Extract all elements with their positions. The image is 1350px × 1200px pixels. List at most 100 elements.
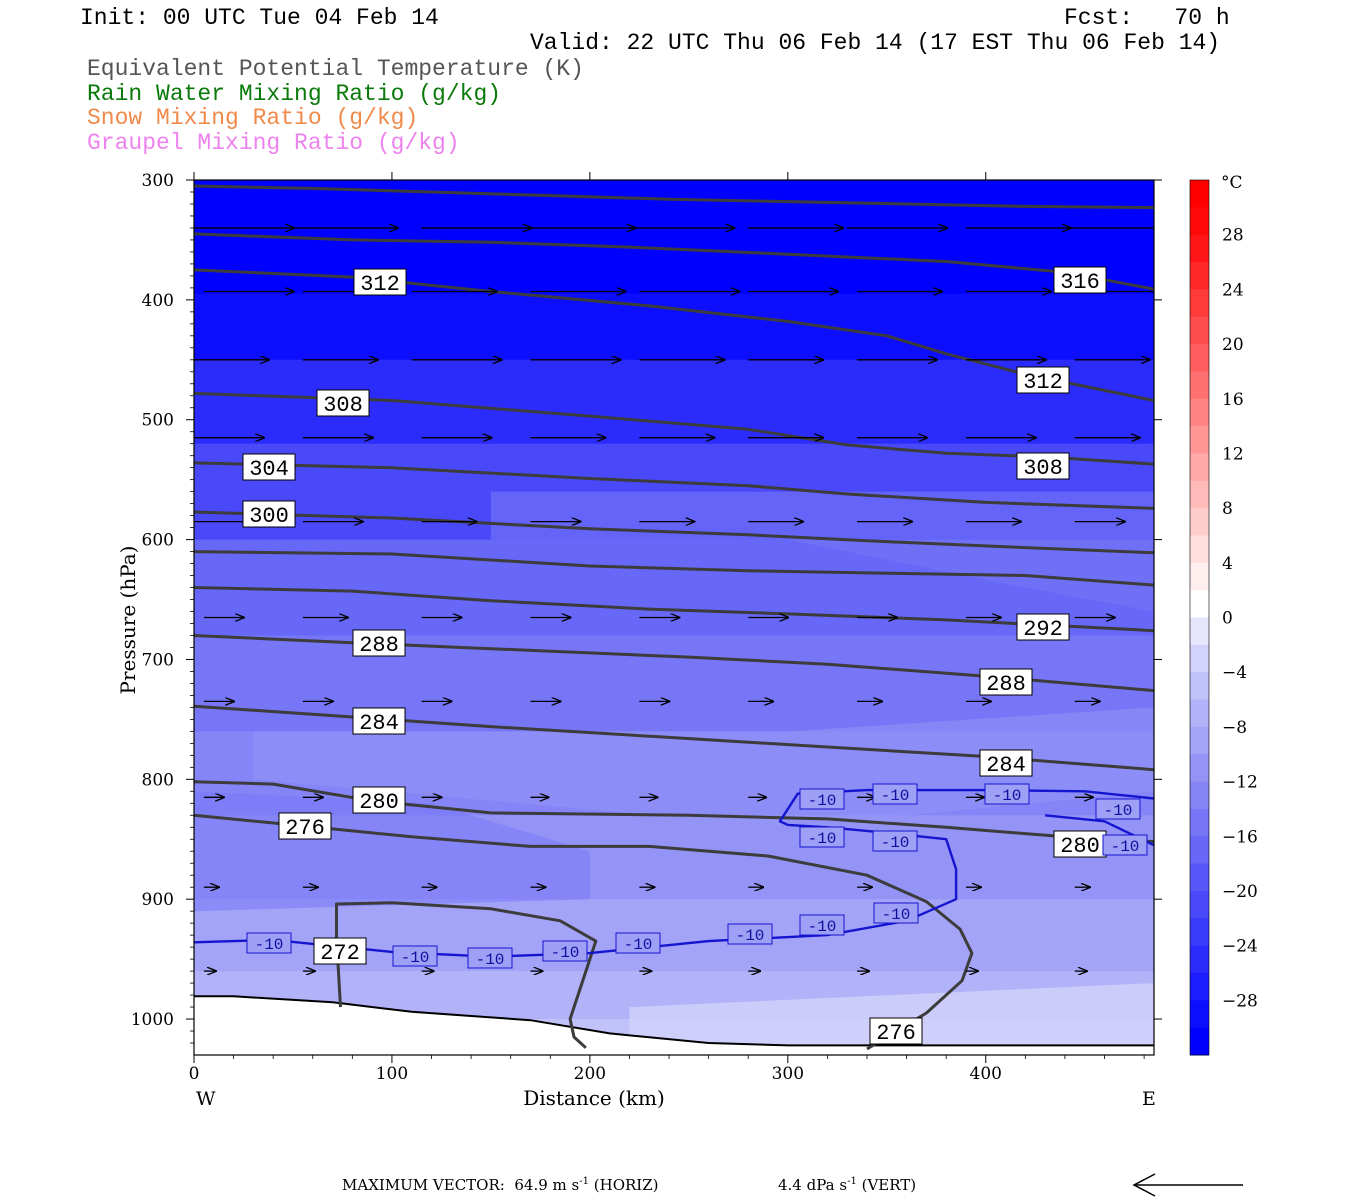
theta-e-label-text: 288 [986, 672, 1026, 697]
theta-e-contour-label: 308 [1016, 452, 1070, 481]
theta-e-label-box [242, 500, 296, 528]
theta-e-contour-label: 288 [352, 629, 406, 658]
x-tick-label: 200 [574, 1064, 606, 1084]
colorbar-swatch [1190, 644, 1209, 673]
isotherm-contour-label: -10 [799, 826, 845, 848]
x-axis-label: Distance (km) [523, 1086, 665, 1110]
east-end-label: E [1142, 1088, 1156, 1110]
isotherm-label-box [542, 940, 588, 962]
theta-e-label-text: 276 [876, 1021, 916, 1046]
colorbar-tick-label: 4 [1222, 554, 1233, 574]
colorbar-swatch [1190, 699, 1209, 728]
isotherm-contour-label: -10 [799, 788, 845, 810]
theta-e-contour-line [194, 184, 1154, 210]
colorbar-swatch [1190, 754, 1209, 783]
theta-e-label-box [353, 268, 407, 296]
colorbar-tick-label: −12 [1222, 773, 1258, 793]
isotherm-contour-label: -10 [467, 947, 513, 969]
isotherm-label-text: -10 [808, 918, 837, 936]
terrain-surface-line [194, 995, 1154, 1047]
colorbar-swatch [1190, 672, 1209, 701]
theta-e-contour-label: 308 [316, 389, 370, 418]
max-vertical-vector: 4.4 dPa s-1 (VERT) [778, 1176, 917, 1194]
y-tick-label: 400 [142, 291, 174, 311]
theta-e-contour-label: 316 [1053, 266, 1107, 295]
colorbar-swatch [1190, 480, 1209, 509]
theta-e-contour-label: 292 [1016, 613, 1070, 642]
isotherm-label-box [799, 914, 845, 936]
colorbar-tick-label: 24 [1222, 280, 1244, 300]
isotherm-contour-label: -10 [246, 932, 292, 954]
isotherm-label-text: -10 [882, 906, 911, 924]
colorbar-tick-label: −28 [1222, 991, 1258, 1011]
colorbar-swatch [1190, 808, 1209, 837]
colorbar-swatch [1190, 617, 1209, 646]
theta-e-label-box [352, 707, 406, 735]
theta-e-contour-label: 276 [869, 1017, 923, 1046]
colorbar-tick-label: 0 [1222, 609, 1233, 629]
colorbar-swatch [1190, 316, 1209, 345]
init-time: Init: 00 UTC Tue 04 Feb 14 [80, 5, 439, 31]
isotherm-label-box [467, 947, 513, 969]
theta-e-contour-line [194, 780, 1154, 844]
colorbar-swatch [1190, 1027, 1209, 1056]
theta-e-label-text: 280 [1060, 834, 1100, 859]
colorbar-tick-label: 16 [1222, 390, 1244, 410]
colorbar-swatch [1190, 234, 1209, 263]
theta-e-label-text: 272 [320, 941, 360, 966]
isotherm-contour-label: -10 [1095, 798, 1141, 820]
terrain-mask [194, 995, 1154, 1055]
colorbar-swatch [1190, 344, 1209, 372]
isotherm-label-text: -10 [476, 951, 505, 969]
colorbar: °C 28 24 20 16 12 8 4 0 −4 −8 −12 −16 −20 −24 −28 [1189, 173, 1258, 1056]
y-tick-label: 800 [142, 770, 174, 790]
theta-e-contour-label: 272 [313, 937, 367, 966]
colorbar-swatch [1190, 535, 1209, 564]
theta-e-contour-label: 276 [278, 812, 332, 841]
isotherm-label-text: -10 [881, 787, 910, 805]
y-tick-label: 700 [142, 650, 174, 670]
isotherm-label-box [727, 923, 773, 945]
isotherm-contour-label: -10 [984, 783, 1030, 805]
isotherm-label-text: -10 [736, 927, 765, 945]
colorbar-swatch [1190, 426, 1209, 454]
isotherm-contour-label: -10 [799, 914, 845, 936]
theta-e-label-box [313, 937, 367, 965]
theta-e-label-box [1016, 366, 1070, 394]
colorbar-swatch [1190, 262, 1209, 290]
colorbar-swatch [1190, 590, 1209, 618]
axes: 300 400 500 600 700 800 900 1000 0 100 200 300 400 Di… [116, 171, 1162, 1110]
theta-e-contour-line [194, 813, 974, 1051]
theta-e-label-box [1016, 613, 1070, 641]
isotherm-label-box [872, 783, 918, 805]
isotherm-contour-label: -10 [615, 932, 661, 954]
isotherm-label-text: -10 [881, 834, 910, 852]
temperature-band [253, 707, 1154, 828]
isotherm-label-box [1095, 798, 1141, 820]
isotherm-label-text: -10 [255, 936, 284, 954]
isotherm-label-box [873, 902, 919, 924]
isotherm-contour-label: -10 [872, 830, 918, 852]
isotherm-label-box [799, 826, 845, 848]
theta-e-label-text: 308 [1023, 456, 1063, 481]
colorbar-tick-label: −20 [1222, 882, 1258, 902]
y-tick-label: 600 [142, 531, 174, 551]
isotherm-label-text: -10 [551, 944, 580, 962]
colorbar-tick-label: −8 [1222, 718, 1247, 738]
isotherm-contour-label: -10 [542, 940, 588, 962]
isotherm-contour-label: -10 [1102, 834, 1148, 856]
theta-e-contour-label: 284 [352, 707, 406, 736]
colorbar-swatch [1190, 508, 1209, 536]
plot-frame [193, 179, 1155, 1056]
isotherm-label-text: -10 [624, 936, 653, 954]
isotherm-label-text: -10 [808, 830, 837, 848]
theta-e-contour-label: 280 [352, 786, 406, 815]
colorbar-swatch [1190, 863, 1209, 892]
temperature-band [194, 293, 1154, 361]
isotherm-label-box [246, 932, 292, 954]
y-tick-label: 500 [142, 411, 174, 431]
colorbar-swatch [1190, 207, 1209, 236]
isotherm-label-text: -10 [1111, 838, 1140, 856]
colorbar-swatch [1190, 945, 1209, 974]
